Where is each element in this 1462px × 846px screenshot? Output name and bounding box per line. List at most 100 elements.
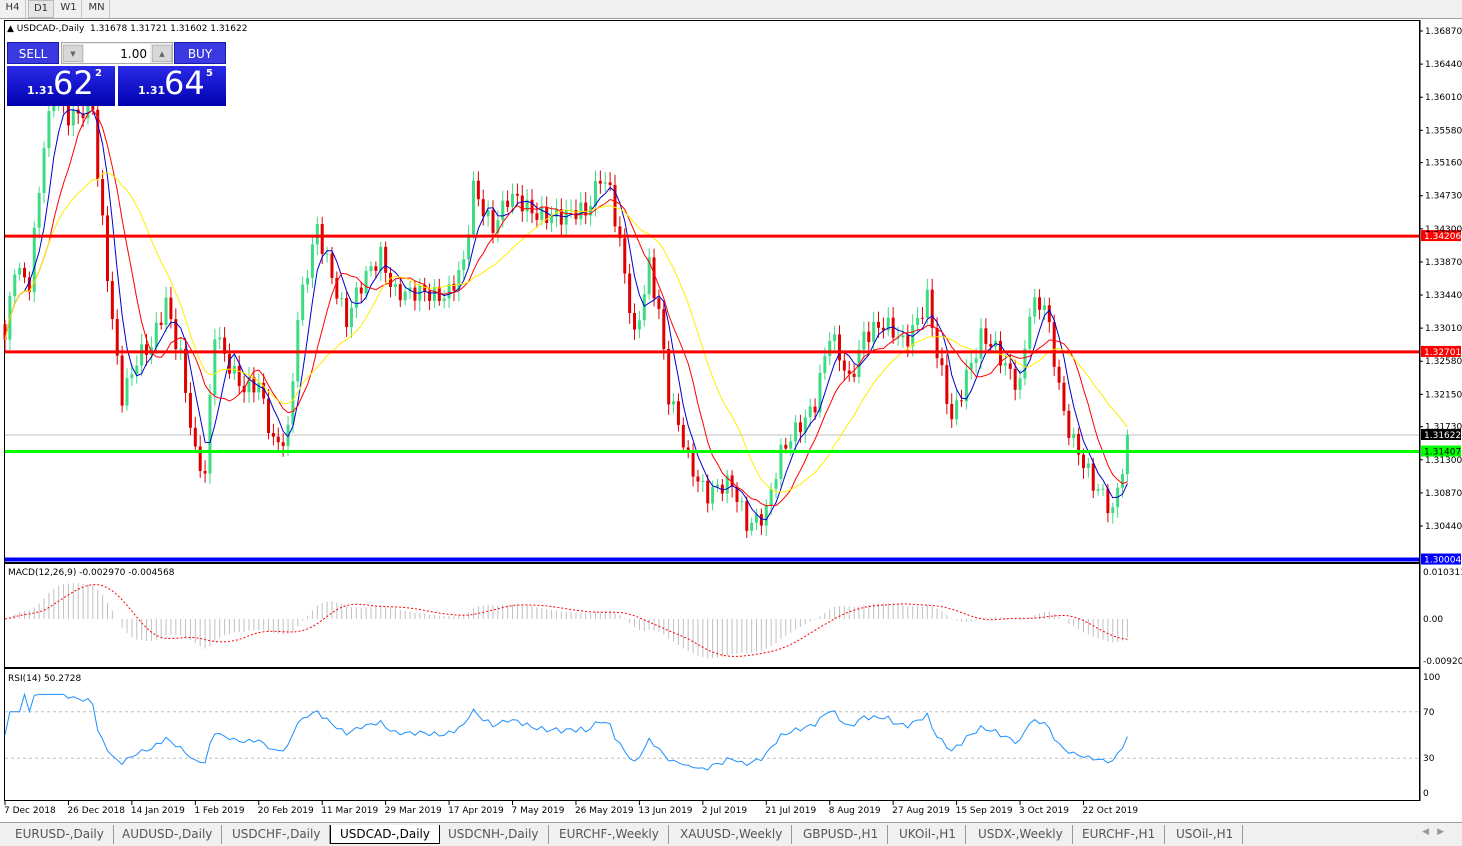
candle-body bbox=[642, 294, 646, 321]
chart-tab[interactable]: XAUUSD-,Weekly bbox=[671, 825, 793, 844]
price-level-label: 1.30004 bbox=[1424, 556, 1461, 566]
y-tick-label: 1.36870 bbox=[1425, 27, 1462, 37]
candle-body bbox=[428, 290, 432, 301]
rsi-y-tick-label: 0 bbox=[1423, 789, 1429, 799]
x-tick-label: 2 Jul 2019 bbox=[702, 806, 747, 816]
candle-body bbox=[633, 313, 637, 330]
candle-body bbox=[930, 289, 934, 328]
candle-body bbox=[750, 522, 754, 531]
lot-size-stepper[interactable]: ▼ ▲ bbox=[61, 42, 173, 64]
candle-body bbox=[32, 227, 36, 293]
chart-tab[interactable]: EURUSD-,Daily bbox=[6, 825, 114, 844]
candle-body bbox=[803, 417, 807, 433]
candle-body bbox=[857, 349, 861, 377]
candle-body bbox=[301, 284, 305, 320]
buy-button[interactable]: BUY bbox=[174, 42, 226, 64]
x-tick-label: 14 Jan 2019 bbox=[131, 806, 185, 816]
candle-body bbox=[188, 392, 192, 428]
price-chart[interactable]: 1.342061.327011.314071.300041.316221.368… bbox=[0, 0, 1462, 822]
candle-body bbox=[520, 195, 524, 212]
x-tick-label: 20 Feb 2019 bbox=[258, 806, 314, 816]
candle-body bbox=[530, 199, 534, 214]
x-tick-label: 26 May 2019 bbox=[575, 806, 634, 816]
candle-body bbox=[320, 224, 324, 254]
chart-tab[interactable]: EURCHF-,Weekly bbox=[550, 825, 669, 844]
macd-signal-line bbox=[4, 584, 1128, 657]
timeframe-h4[interactable]: H4 bbox=[0, 0, 26, 18]
candle-body bbox=[1096, 489, 1100, 491]
candle-body bbox=[159, 322, 163, 325]
candle-body bbox=[140, 344, 144, 366]
candle-body bbox=[628, 273, 632, 314]
x-tick-label: 1 Feb 2019 bbox=[194, 806, 245, 816]
decrease-lot-icon[interactable]: ▼ bbox=[63, 45, 83, 62]
candle-body bbox=[715, 484, 719, 488]
candle-body bbox=[247, 376, 251, 393]
candle-body bbox=[1101, 488, 1105, 490]
rsi-y-tick-label: 100 bbox=[1423, 673, 1440, 683]
candle-body bbox=[169, 297, 173, 320]
candle-body bbox=[125, 378, 129, 406]
increase-lot-icon[interactable]: ▲ bbox=[152, 45, 172, 62]
macd-label: MACD(12,26,9) -0.002970 -0.004568 bbox=[8, 568, 175, 578]
candle-body bbox=[735, 486, 739, 502]
candle-body bbox=[208, 394, 212, 474]
x-tick-label: 11 Mar 2019 bbox=[321, 806, 378, 816]
tab-scroll-arrows-icon[interactable]: ◀▶ bbox=[1422, 827, 1452, 837]
candle-body bbox=[1003, 363, 1007, 366]
rsi-line bbox=[4, 692, 1128, 771]
sell-button[interactable]: SELL bbox=[7, 42, 59, 64]
timeframe-d1[interactable]: D1 bbox=[28, 0, 54, 18]
x-tick-label: 3 Oct 2019 bbox=[1019, 806, 1069, 816]
candle-body bbox=[13, 274, 17, 297]
candle-body bbox=[911, 325, 915, 347]
candle-body bbox=[706, 480, 710, 504]
chart-tab[interactable]: EURCHF-,H1 bbox=[1073, 825, 1166, 844]
chart-tab[interactable]: USDCNH-,Daily bbox=[439, 825, 549, 844]
candle-body bbox=[437, 286, 441, 301]
price-level-tag bbox=[1421, 345, 1461, 357]
candle-body bbox=[969, 362, 973, 370]
chart-tab[interactable]: UKOil-,H1 bbox=[890, 825, 966, 844]
lot-size-input[interactable] bbox=[84, 44, 150, 63]
candle-body bbox=[491, 210, 495, 233]
timeframe-mn[interactable]: MN bbox=[84, 0, 110, 18]
candle-body bbox=[686, 447, 690, 451]
candle-body bbox=[701, 480, 705, 482]
candle-body bbox=[740, 501, 744, 503]
sell-price[interactable]: 1.31 62 2 bbox=[7, 64, 115, 106]
chart-tab[interactable]: USDCAD-,Daily bbox=[330, 825, 440, 844]
timeframe-w1[interactable]: W1 bbox=[56, 0, 82, 18]
x-tick-label: 29 Mar 2019 bbox=[385, 806, 442, 816]
y-tick-label: 1.33870 bbox=[1425, 258, 1462, 268]
chart-tab[interactable]: GBPUSD-,H1 bbox=[794, 825, 889, 844]
candle-body bbox=[920, 317, 924, 319]
price-level-tag bbox=[1421, 445, 1461, 457]
candle-body bbox=[354, 287, 358, 308]
y-tick-label: 1.32580 bbox=[1425, 357, 1462, 367]
candle-body bbox=[984, 328, 988, 344]
candle-body bbox=[989, 343, 993, 347]
chart-tab[interactable]: USDCHF-,Daily bbox=[223, 825, 331, 844]
one-click-trading-panel: SELL ▼ ▲ BUY 1.31 62 2 1.31 64 5 bbox=[7, 42, 226, 106]
chart-tab[interactable]: USDX-,Weekly bbox=[969, 825, 1073, 844]
candle-body bbox=[872, 321, 876, 343]
rsi-y-tick-label: 30 bbox=[1423, 754, 1435, 764]
y-tick-label: 1.36010 bbox=[1425, 93, 1462, 103]
candle-body bbox=[647, 257, 651, 295]
candle-body bbox=[291, 381, 295, 425]
candle-body bbox=[637, 320, 641, 330]
y-tick-label: 1.33010 bbox=[1425, 324, 1462, 334]
candle-body bbox=[613, 184, 617, 227]
candle-body bbox=[393, 284, 397, 287]
candle-body bbox=[413, 287, 417, 301]
y-tick-label: 1.31300 bbox=[1425, 456, 1462, 466]
chart-tab[interactable]: USOil-,H1 bbox=[1167, 825, 1244, 844]
candle-body bbox=[442, 298, 446, 301]
buy-price[interactable]: 1.31 64 5 bbox=[118, 64, 226, 106]
candle-body bbox=[335, 277, 339, 299]
chart-tab[interactable]: AUDUSD-,Daily bbox=[113, 825, 223, 844]
candle-body bbox=[369, 266, 373, 272]
candle-body bbox=[784, 444, 788, 449]
candle-body bbox=[306, 277, 310, 285]
